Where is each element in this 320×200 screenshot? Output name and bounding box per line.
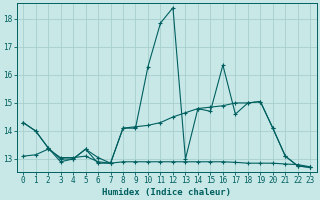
X-axis label: Humidex (Indice chaleur): Humidex (Indice chaleur) xyxy=(102,188,231,197)
